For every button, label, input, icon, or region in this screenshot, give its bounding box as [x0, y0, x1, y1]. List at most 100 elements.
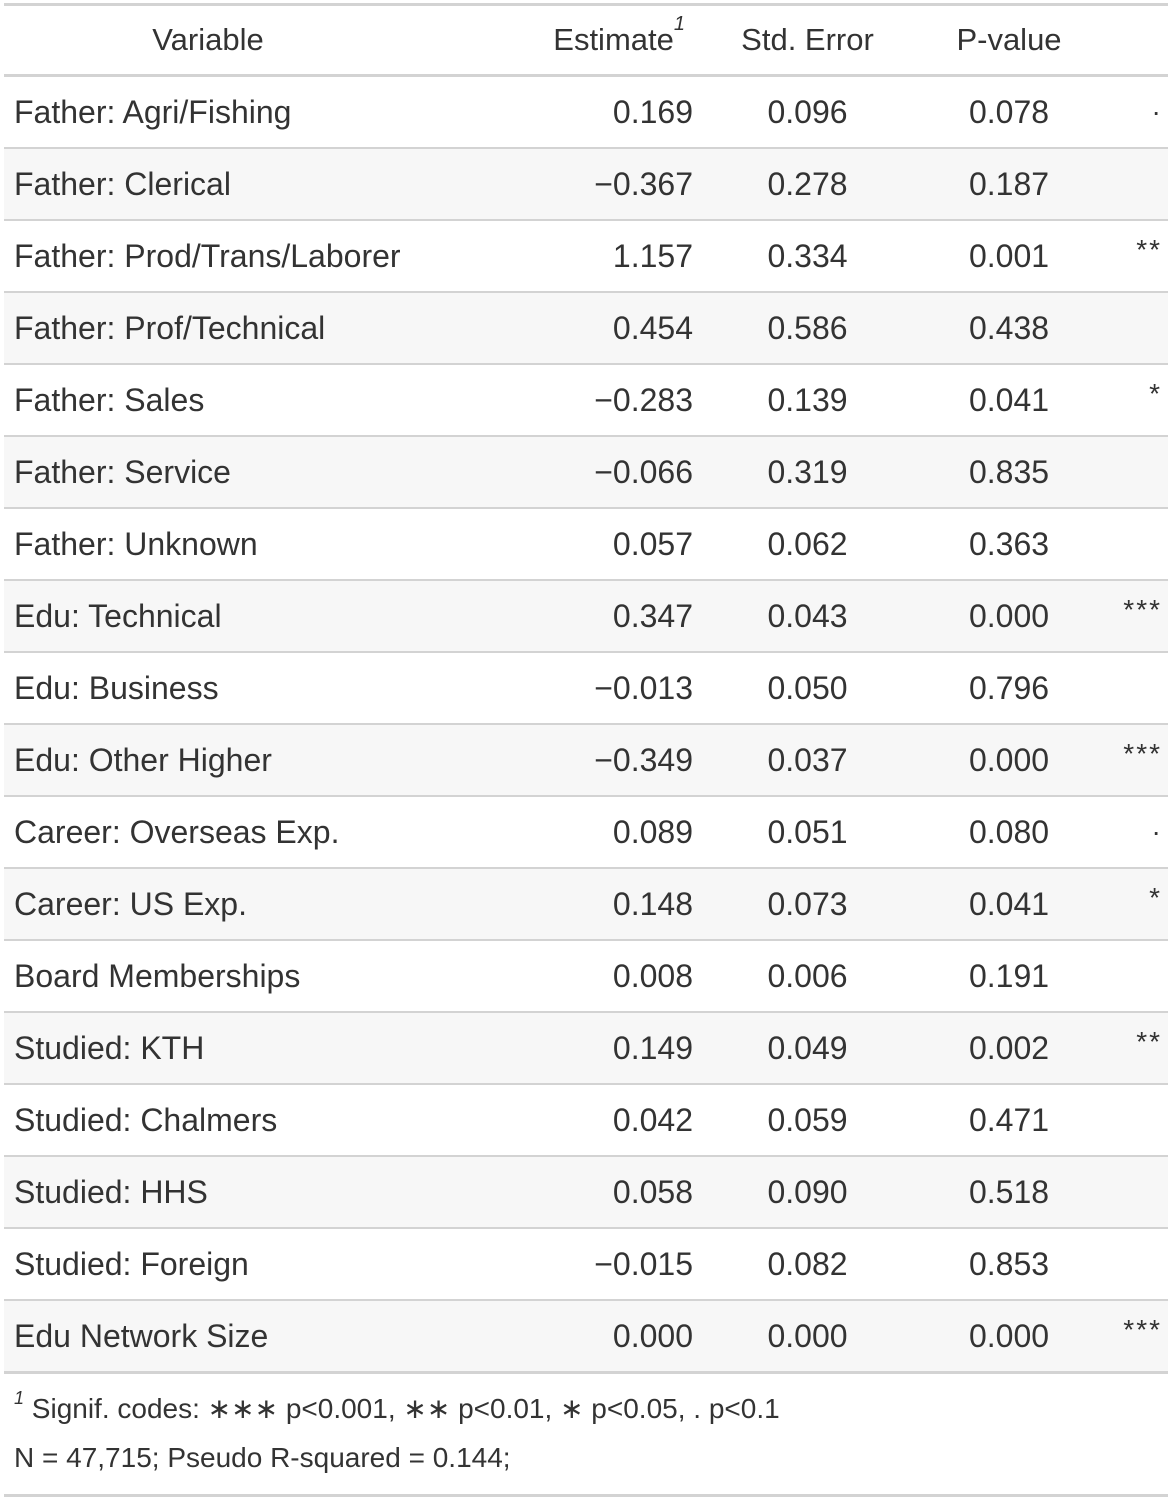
cell-significance — [1096, 1083, 1168, 1156]
cell-estimate: 0.008 — [412, 939, 693, 1012]
significance-marker: . — [1152, 90, 1162, 121]
cell-significance: ** — [1096, 1011, 1168, 1084]
cell-estimate: 0.000 — [412, 1299, 693, 1371]
cell-significance: ** — [1096, 219, 1168, 292]
header-p-value: P-value — [922, 6, 1096, 77]
table-row: Father: Sales −0.283 0.139 0.041 * — [4, 363, 1168, 436]
cell-p-value: 0.363 — [922, 507, 1096, 580]
cell-p-value: 0.853 — [922, 1227, 1096, 1300]
significance-marker: * — [1149, 378, 1162, 409]
cell-p-value: 0.187 — [922, 147, 1096, 220]
table-row: Career: Overseas Exp. 0.089 0.051 0.080. — [4, 795, 1168, 868]
table-row: Studied: KTH 0.149 0.049 0.002 ** — [4, 1011, 1168, 1084]
significance-marker: . — [1152, 810, 1162, 841]
cell-estimate: 0.149 — [412, 1011, 693, 1084]
cell-estimate: 0.347 — [412, 579, 693, 652]
cell-p-value: 0.191 — [922, 939, 1096, 1012]
table-body: Father: Agri/Fishing 0.169 0.096 0.078. Fath… — [4, 76, 1168, 1371]
header-std-error: Std. Error — [693, 6, 922, 77]
significance-marker: *** — [1123, 1314, 1162, 1345]
cell-variable: Edu Network Size — [4, 1299, 412, 1371]
cell-estimate: −0.013 — [412, 651, 693, 724]
cell-variable: Studied: Chalmers — [4, 1083, 412, 1156]
cell-estimate: 0.148 — [412, 867, 693, 940]
cell-p-value: 0.000 — [922, 723, 1096, 796]
cell-p-value: 0.000 — [922, 1299, 1096, 1371]
cell-variable: Board Memberships — [4, 939, 412, 1012]
cell-estimate: 0.169 — [612, 93, 693, 130]
cell-variable: Studied: KTH — [4, 1011, 412, 1084]
cell-estimate: −0.066 — [412, 435, 693, 508]
cell-variable: Father: Sales — [4, 363, 412, 436]
header-estimate: Estimate1 — [412, 6, 693, 77]
cell-p-value: 0.000 — [922, 579, 1096, 652]
table-row: Edu Network Size 0.000 0.000 0.000 *** — [4, 1299, 1168, 1371]
significance-marker: * — [1149, 882, 1162, 913]
regression-table: Variable Estimate1 Std. Error P-value Fa… — [4, 6, 1168, 1371]
cell-significance: . — [1096, 76, 1168, 149]
table-row: Father: Prod/Trans/Laborer 1.157 0.334 0.00… — [4, 219, 1168, 292]
footnote-signif-codes-line: 1 Signif. codes: ∗∗∗ p<0.001, ∗∗ p<0.01,… — [14, 1384, 1168, 1433]
cell-std-error: 0.049 — [693, 1011, 922, 1084]
cell-p-value: 0.001 — [922, 219, 1096, 292]
table-row: Career: US Exp. 0.148 0.073 0.041 * — [4, 867, 1168, 940]
footnote-signif-codes: Signif. codes: ∗∗∗ p<0.001, ∗∗ p<0.01, ∗… — [31, 1393, 780, 1424]
cell-std-error: 0.043 — [693, 579, 922, 652]
cell-estimate: 1.157 — [412, 219, 693, 292]
header-variable: Variable — [4, 6, 412, 77]
cell-std-error: 0.278 — [693, 147, 922, 220]
cell-significance: *** — [1096, 723, 1168, 796]
header-significance — [1096, 6, 1168, 77]
cell-p-value: 0.080 — [922, 795, 1096, 868]
footnote-mark: 1 — [14, 1388, 25, 1408]
cell-variable: Career: Overseas Exp. — [4, 795, 412, 868]
significance-marker: ** — [1136, 234, 1162, 265]
cell-p-value: 0.002 — [922, 1011, 1096, 1084]
cell-estimate: −0.349 — [412, 723, 693, 796]
cell-std-error: 0.082 — [693, 1227, 922, 1300]
table-row: Father: Unknown 0.057 0.062 0.363 — [4, 507, 1168, 580]
cell-significance — [1096, 291, 1168, 364]
table-row: Father: Prof/Technical 0.454 0.586 0.438 — [4, 291, 1168, 364]
cell-std-error: 0.006 — [693, 939, 922, 1012]
cell-variable: Father: Clerical — [4, 147, 412, 220]
cell-variable: Edu: Technical — [4, 579, 412, 652]
cell-p-value: 0.438 — [922, 291, 1096, 364]
cell-estimate: 0.042 — [412, 1083, 693, 1156]
table-row: Father: Agri/Fishing 0.169 0.096 0.078. — [4, 76, 1168, 149]
cell-significance — [1096, 939, 1168, 1012]
cell-p-value: 0.078 — [968, 93, 1050, 130]
table-row: Father: Service −0.066 0.319 0.835 — [4, 435, 1168, 508]
cell-significance — [1096, 507, 1168, 580]
table-row: Edu: Other Higher −0.349 0.037 0.000 *** — [4, 723, 1168, 796]
cell-p-value: 0.041 — [922, 363, 1096, 436]
cell-significance: * — [1096, 867, 1168, 940]
cell-std-error: 0.586 — [693, 291, 922, 364]
cell-estimate: −0.283 — [412, 363, 693, 436]
cell-significance — [1096, 651, 1168, 724]
estimate-footnote-mark: 1 — [673, 13, 685, 35]
cell-p-value: 0.518 — [922, 1155, 1096, 1228]
cell-significance — [1096, 147, 1168, 220]
cell-variable: Edu: Other Higher — [4, 723, 412, 796]
cell-significance: * — [1096, 363, 1168, 436]
cell-std-error: 0.037 — [693, 723, 922, 796]
cell-significance — [1096, 435, 1168, 508]
header-row: Variable Estimate1 Std. Error P-value — [4, 6, 1168, 77]
table-footnote: 1 Signif. codes: ∗∗∗ p<0.001, ∗∗ p<0.01,… — [4, 1371, 1168, 1497]
cell-std-error: 0.050 — [693, 651, 922, 724]
table-row: Studied: Foreign −0.015 0.082 0.853 — [4, 1227, 1168, 1300]
cell-std-error: 0.334 — [693, 219, 922, 292]
cell-p-value: 0.041 — [922, 867, 1096, 940]
cell-std-error: 0.096 — [767, 93, 848, 130]
cell-p-value: 0.471 — [922, 1083, 1096, 1156]
cell-variable: Father: Agri/Fishing — [14, 93, 292, 130]
cell-variable: Edu: Business — [4, 651, 412, 724]
cell-variable: Father: Prof/Technical — [4, 291, 412, 364]
cell-p-value: 0.796 — [922, 651, 1096, 724]
cell-significance — [1096, 1155, 1168, 1228]
cell-std-error: 0.000 — [693, 1299, 922, 1371]
cell-estimate: 0.058 — [412, 1155, 693, 1228]
cell-variable: Career: US Exp. — [4, 867, 412, 940]
footnote-summary: N = 47,715; Pseudo R-squared = 0.144; — [14, 1442, 511, 1473]
